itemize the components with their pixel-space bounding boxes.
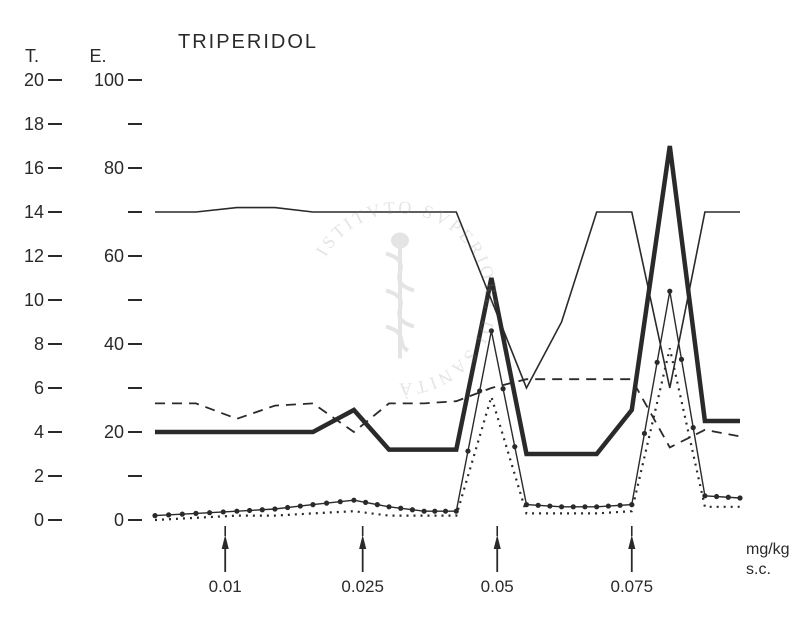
chart-title: TRIPERIDOL — [178, 31, 318, 53]
series-marker — [152, 513, 157, 518]
series-marker — [642, 431, 647, 436]
series-marker — [617, 503, 622, 508]
series-dot-markers — [155, 291, 740, 515]
x-tick-label: 0.05 — [481, 577, 514, 596]
x-tick-label: 0.01 — [209, 577, 242, 596]
series-marker — [714, 494, 719, 499]
series-marker — [629, 502, 634, 507]
series-marker — [180, 512, 185, 517]
series-marker — [454, 509, 459, 514]
series-marker — [324, 501, 329, 506]
chart-svg: TRIPERIDOL T. 0 2 4 6 8 10 12 14 16 18 20 E. 0 20 40 60 80… — [0, 0, 800, 620]
axis-e-tick: 100 — [94, 70, 124, 90]
series-marker — [667, 289, 672, 294]
series-marker — [410, 507, 415, 512]
series-marker — [272, 506, 277, 511]
series-marker — [702, 493, 707, 498]
axis-e-tick: 60 — [104, 246, 124, 266]
series-marker — [443, 509, 448, 514]
series-marker — [737, 495, 742, 500]
series-marker — [547, 503, 552, 508]
axis-t-header: T. — [25, 46, 39, 66]
axis-t-tick: 0 — [34, 510, 44, 530]
x-unit-1: mg/kg — [746, 541, 790, 558]
series-marker — [193, 511, 198, 516]
axis-t-tick: 8 — [34, 334, 44, 354]
series-marker — [207, 510, 212, 515]
x-unit-2: s.c. — [746, 561, 771, 578]
series-marker — [524, 502, 529, 507]
series-marker — [465, 448, 470, 453]
series-marker — [338, 499, 343, 504]
series-marker — [679, 357, 684, 362]
axis-t-tick: 16 — [24, 158, 44, 178]
series-marker — [571, 504, 576, 509]
series-marker — [285, 505, 290, 510]
x-tick-label: 0.075 — [611, 577, 654, 596]
series-marker — [500, 386, 505, 391]
series-marker — [655, 360, 660, 365]
axis-t-tick: 4 — [34, 422, 44, 442]
x-tick-label: 0.025 — [341, 577, 384, 596]
series-marker — [432, 509, 437, 514]
series-marker — [166, 512, 171, 517]
series-marker — [512, 444, 517, 449]
axis-e-tick: 0 — [114, 510, 124, 530]
series-marker — [363, 500, 368, 505]
series-marker — [422, 509, 427, 514]
axis-t-tick: 14 — [24, 202, 44, 222]
axis-t-tick: 12 — [24, 246, 44, 266]
series-thick-solid — [155, 146, 740, 454]
series-marker — [310, 502, 315, 507]
series-marker — [386, 504, 391, 509]
axis-e-header: E. — [89, 46, 106, 66]
series-marker — [247, 508, 252, 513]
series-marker — [398, 506, 403, 511]
axis-t-tick: 10 — [24, 290, 44, 310]
axis-t-tick: 20 — [24, 70, 44, 90]
series-marker — [691, 425, 696, 430]
axis-t-tick: 6 — [34, 378, 44, 398]
series-marker — [594, 504, 599, 509]
series-marker — [221, 509, 226, 514]
chart-container: TRIPERIDOL T. 0 2 4 6 8 10 12 14 16 18 20 E. 0 20 40 60 80… — [0, 0, 800, 620]
axis-e-tick: 80 — [104, 158, 124, 178]
series-marker — [477, 388, 482, 393]
series-thin-solid — [155, 208, 740, 388]
series-marker — [536, 503, 541, 508]
axis-t-tick: 18 — [24, 114, 44, 134]
series-marker — [260, 507, 265, 512]
series-marker — [606, 503, 611, 508]
series-marker — [351, 498, 356, 503]
axis-t-tick: 2 — [34, 466, 44, 486]
series-marker — [298, 503, 303, 508]
series-marker — [489, 328, 494, 333]
axis-e-tick: 20 — [104, 422, 124, 442]
series-marker — [726, 495, 731, 500]
series-marker — [559, 504, 564, 509]
series-marker — [582, 504, 587, 509]
series-marker — [375, 502, 380, 507]
series-marker — [234, 509, 239, 514]
axis-e-tick: 40 — [104, 334, 124, 354]
